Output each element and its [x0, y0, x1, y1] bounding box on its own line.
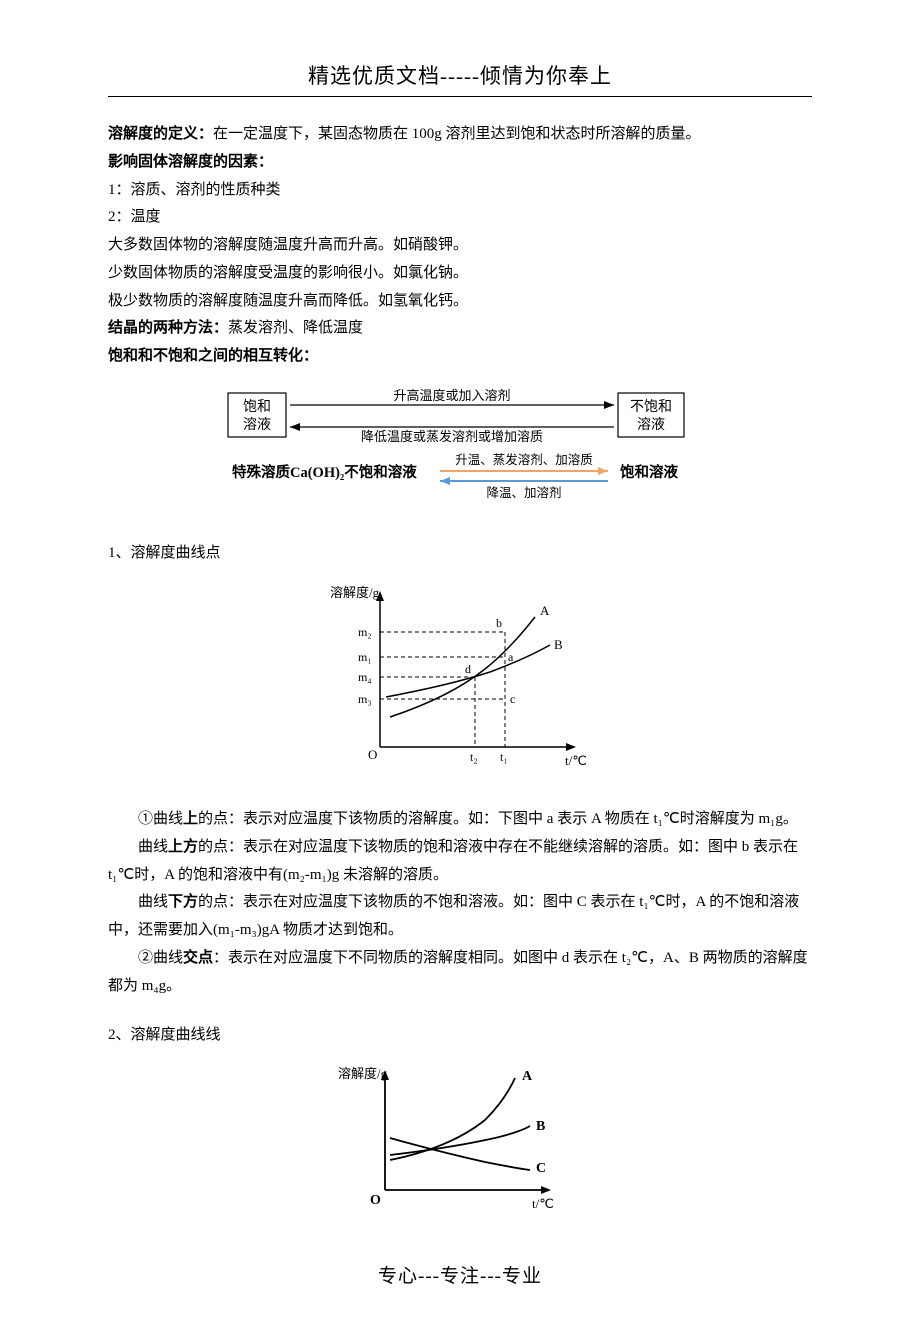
curve2-c [390, 1138, 530, 1170]
p2c: 的点：表示在对应温度下该物质的饱和溶液中存在不能继续溶解的溶质。如：图中 b 表… [108, 839, 798, 883]
x-arrow-2 [541, 1186, 551, 1194]
tick-m2: m₂ [358, 625, 372, 639]
curve2-b [390, 1126, 530, 1155]
special-bottom-label: 降温、加溶剂 [486, 485, 561, 500]
footer-text: 专心---专注---专业 [108, 1261, 812, 1288]
factors-label: 影响固体溶解度的因素： [108, 149, 812, 177]
p3c: 的点：表示在对应温度下该物质的不饱和溶液。如：图中 C 表示在 t₁℃时，A 的… [108, 894, 799, 938]
special-right: 饱和溶液 [620, 463, 678, 481]
header-rule [108, 96, 812, 97]
top-arrow-label: 升高温度或加入溶剂 [393, 388, 510, 403]
orange-arrow-head [598, 467, 608, 475]
cryst-line: 结晶的两种方法：蒸发溶剂、降低温度 [108, 315, 812, 343]
sec1-p3: 曲线下方的点：表示在对应温度下该物质的不饱和溶液。如：图中 C 表示在 t₁℃时… [108, 889, 812, 945]
label2-C: C [536, 1161, 546, 1176]
factor-2: 2：温度 [108, 204, 812, 232]
p3a: 曲线 [138, 894, 168, 910]
special-left: 特殊溶质Ca(OH)₂不饱和溶液 [232, 463, 417, 481]
top-arrow-head [604, 401, 614, 409]
sec1-p1: ①曲线上的点：表示对应温度下该物质的溶解度。如：下图中 a 表示 A 物质在 t… [108, 806, 812, 834]
curve2-a [390, 1078, 515, 1160]
special-top-label: 升温、蒸发溶剂、加溶质 [455, 452, 593, 467]
cryst-text: 蒸发溶剂、降低温度 [228, 320, 363, 336]
tick-m1: m₁ [358, 650, 372, 664]
blue-arrow-head [440, 477, 450, 485]
x-arrow [566, 743, 576, 751]
chart1-svg: 溶解度/g t/℃ O A B m₂ b m₁ a m₄ [310, 577, 610, 777]
factor-5: 极少数物质的溶解度随温度升高而降低。如氢氧化钙。 [108, 288, 812, 316]
tick-t1: t₁ [500, 750, 508, 764]
p4c: ：表示在对应温度下不同物质的溶解度相同。如图中 d 表示在 t₂℃，A、B 两物… [108, 950, 808, 994]
sec1-title: 1、溶解度曲线点 [108, 540, 812, 568]
label2-A: A [522, 1069, 533, 1084]
label-A: A [540, 603, 550, 618]
xlabel: t/℃ [565, 753, 587, 768]
xlabel-2: t/℃ [532, 1196, 554, 1211]
def-label: 溶解度的定义： [108, 126, 213, 142]
sat-box-l1: 饱和 [243, 399, 271, 415]
conversion-svg: 饱和 溶液 不饱和 溶液 升高温度或加入溶剂 降低温度或蒸发溶剂或增加溶质 特殊… [210, 385, 710, 515]
label-B: B [554, 637, 563, 652]
document-page: 精选优质文档-----倾情为你奉上 溶解度的定义：在一定温度下，某固态物质在 1… [0, 0, 920, 1328]
sec1-p2: 曲线上方的点：表示在对应温度下该物质的饱和溶液中存在不能继续溶解的溶质。如：图中… [108, 834, 812, 890]
factor-4: 少数固体物质的溶解度受温度的影响很小。如氯化钠。 [108, 260, 812, 288]
definition-line: 溶解度的定义：在一定温度下，某固态物质在 100g 溶剂里达到饱和状态时所溶解的… [108, 121, 812, 149]
conversion-diagram: 饱和 溶液 不饱和 溶液 升高温度或加入溶剂 降低温度或蒸发溶剂或增加溶质 特殊… [108, 385, 812, 526]
chart2: 溶解度/g t/℃ O A B C [108, 1060, 812, 1231]
cryst-label: 结晶的两种方法： [108, 320, 228, 336]
tick-t2: t₂ [470, 750, 478, 764]
bottom-arrow-label: 降低温度或蒸发溶剂或增加溶质 [361, 429, 543, 444]
bottom-arrow-head [290, 423, 300, 431]
label-c: c [510, 692, 515, 706]
factor-1: 1：溶质、溶剂的性质种类 [108, 177, 812, 205]
p1c: 的点：表示对应温度下该物质的溶解度。如：下图中 a 表示 A 物质在 t₁℃时溶… [198, 811, 798, 827]
label-b: b [496, 616, 502, 630]
sec2-title: 2、溶解度曲线线 [108, 1022, 812, 1050]
origin: O [368, 747, 377, 762]
chart2-svg: 溶解度/g t/℃ O A B C [330, 1060, 590, 1220]
sat-box-l2: 溶液 [243, 417, 271, 433]
label-d: d [465, 662, 471, 676]
p1b: 上 [183, 811, 198, 827]
p2b: 上方 [168, 839, 198, 855]
conv-label: 饱和和不饱和之间的相互转化： [108, 343, 812, 371]
p2a: 曲线 [138, 839, 168, 855]
ylabel: 溶解度/g [330, 585, 380, 600]
p4a: ②曲线 [138, 950, 183, 966]
label-a: a [508, 650, 514, 664]
unsat-box-l2: 溶液 [637, 417, 665, 433]
ylabel-2: 溶解度/g [338, 1066, 388, 1081]
def-text: 在一定温度下，某固态物质在 100g 溶剂里达到饱和状态时所溶解的质量。 [213, 126, 701, 142]
label2-B: B [536, 1119, 545, 1134]
body-content: 溶解度的定义：在一定温度下，某固态物质在 100g 溶剂里达到饱和状态时所溶解的… [108, 121, 812, 1231]
p3b: 下方 [168, 894, 198, 910]
sec1-p4: ②曲线交点：表示在对应温度下不同物质的溶解度相同。如图中 d 表示在 t₂℃，A… [108, 945, 812, 1001]
tick-m3: m₃ [358, 692, 372, 706]
unsat-box-l1: 不饱和 [630, 399, 672, 415]
p1a: ①曲线 [138, 811, 183, 827]
page-header-title: 精选优质文档-----倾情为你奉上 [108, 60, 812, 90]
tick-m4: m₄ [358, 670, 372, 684]
p4b: 交点 [183, 950, 213, 966]
origin-2: O [370, 1193, 381, 1208]
chart1: 溶解度/g t/℃ O A B m₂ b m₁ a m₄ [108, 577, 812, 788]
factor-3: 大多数固体物的溶解度随温度升高而升高。如硝酸钾。 [108, 232, 812, 260]
